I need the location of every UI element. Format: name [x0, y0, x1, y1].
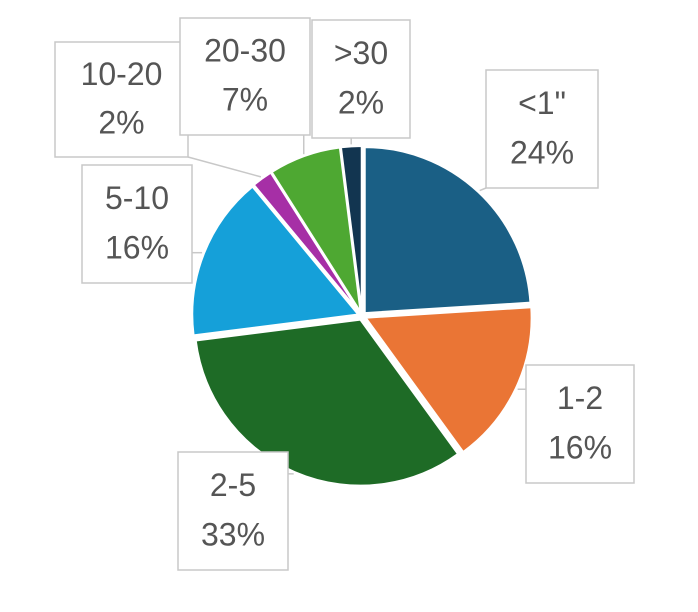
- slice-category: 2-5: [210, 467, 256, 503]
- pie-slice: [252, 171, 361, 314]
- label-box: [179, 17, 311, 136]
- label-box: [54, 41, 189, 158]
- pie-slice: [363, 146, 532, 315]
- slice-label: 2%: [338, 84, 384, 120]
- pie-slice: [191, 185, 361, 337]
- leader-line: [187, 156, 262, 178]
- label-box: [81, 164, 193, 284]
- slice-label: 7%: [222, 82, 268, 118]
- slice-category: 1-2: [557, 380, 603, 416]
- slice-category: 10-20: [81, 56, 163, 92]
- slice-label: 16%: [105, 229, 169, 265]
- pie-slice: [194, 318, 460, 487]
- pie-slice: [363, 306, 533, 454]
- leader-line: [479, 187, 487, 192]
- slice-category: <1": [518, 85, 566, 121]
- slice-category: >30: [334, 35, 388, 71]
- slice-label: 33%: [201, 516, 265, 552]
- slice-label: 16%: [548, 429, 612, 465]
- slice-label: 2%: [98, 104, 144, 140]
- label-box: [525, 364, 635, 484]
- label-box: [177, 451, 289, 571]
- pie-slice: [270, 146, 362, 313]
- label-box: [311, 19, 411, 139]
- slice-category: 5-10: [105, 180, 169, 216]
- slice-label: 24%: [510, 134, 574, 170]
- label-box: [485, 69, 599, 189]
- pie-slice: [339, 145, 363, 313]
- slice-category: 20-30: [204, 33, 286, 69]
